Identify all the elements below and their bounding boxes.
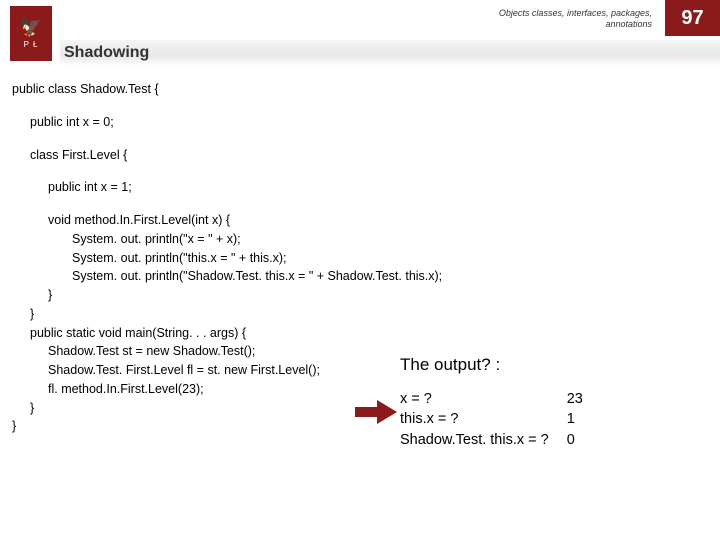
output-a3: 0 <box>567 430 583 450</box>
output-title: The output? : <box>400 355 583 375</box>
code-line: Shadow.Test. First.Level fl = st. new Fi… <box>12 361 708 380</box>
topic-line-1: Objects classes, interfaces, packages, <box>499 8 652 19</box>
code-line: System. out. println("x = " + x); <box>12 230 708 249</box>
code-line: class First.Level { <box>12 146 708 165</box>
output-answers: 23 1 0 <box>567 389 583 450</box>
arrow-icon <box>355 400 397 424</box>
code-line: public static void main(String. . . args… <box>12 324 708 343</box>
code-line: System. out. println("this.x = " + this.… <box>12 249 708 268</box>
title-bar: Shadowing <box>60 40 720 66</box>
output-q3: Shadow.Test. this.x = ? <box>400 430 549 450</box>
output-block: The output? : x = ? this.x = ? Shadow.Te… <box>400 355 583 450</box>
code-line: public class Shadow.Test { <box>12 80 708 99</box>
code-line: void method.In.First.Level(int x) { <box>12 211 708 230</box>
slide-header: Objects classes, interfaces, packages, a… <box>0 0 720 70</box>
topic-label: Objects classes, interfaces, packages, a… <box>499 8 652 30</box>
code-line: System. out. println("Shadow.Test. this.… <box>12 267 708 286</box>
slide-title: Shadowing <box>64 44 149 62</box>
code-line: } <box>12 305 708 324</box>
output-a1: 23 <box>567 389 583 409</box>
code-line: Shadow.Test st = new Shadow.Test(); <box>12 342 708 361</box>
institution-logo: 🦅 P Ł <box>10 6 52 61</box>
output-q1: x = ? <box>400 389 549 409</box>
output-a2: 1 <box>567 409 583 429</box>
code-line: } <box>12 286 708 305</box>
page-number-box: 97 <box>665 0 720 36</box>
output-questions: x = ? this.x = ? Shadow.Test. this.x = ? <box>400 389 549 450</box>
output-q2: this.x = ? <box>400 409 549 429</box>
output-rows: x = ? this.x = ? Shadow.Test. this.x = ?… <box>400 389 583 450</box>
logo-eagle-icon: 🦅 <box>20 18 42 36</box>
topic-line-2: annotations <box>499 19 652 30</box>
code-line: public int x = 1; <box>12 178 708 197</box>
code-content: public class Shadow.Test { public int x … <box>12 80 708 436</box>
code-line: fl. method.In.First.Level(23); <box>12 380 708 399</box>
logo-letters: P Ł <box>24 40 39 49</box>
page-number: 97 <box>681 7 703 30</box>
code-line: public int x = 0; <box>12 113 708 132</box>
